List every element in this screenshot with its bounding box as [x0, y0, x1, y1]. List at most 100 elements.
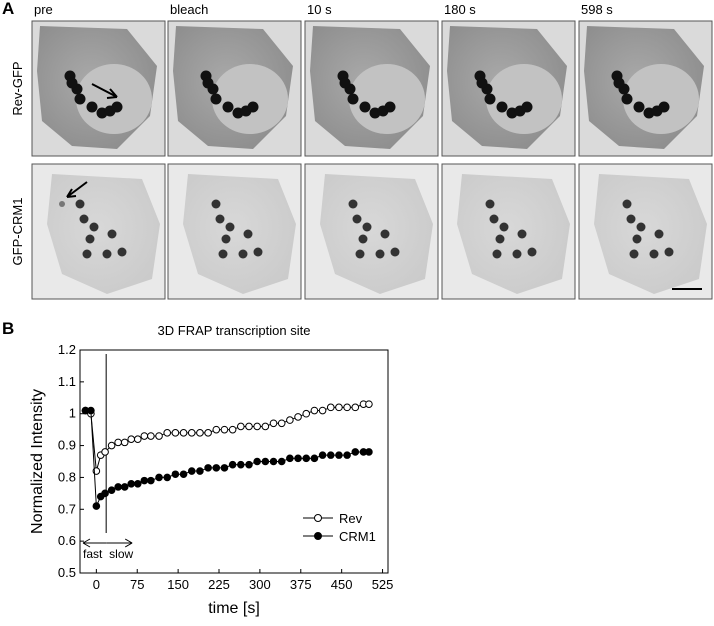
nucleus: [349, 64, 425, 134]
data-point: [147, 432, 155, 440]
spot: [59, 201, 65, 207]
data-point: [147, 476, 155, 485]
cell: [320, 174, 433, 294]
nucleus: [623, 64, 699, 134]
y-tick-label: 0.5: [58, 565, 76, 580]
row-label: Rev-GFP: [10, 61, 25, 115]
data-point: [228, 460, 237, 469]
data-point: [261, 457, 270, 466]
data-point: [318, 451, 327, 459]
data-point: [107, 441, 116, 450]
speckle: [384, 101, 396, 113]
speckle: [499, 222, 509, 232]
micrograph: [167, 163, 302, 300]
x-tick-label: 450: [331, 577, 353, 592]
speckle: [380, 229, 390, 239]
speckle: [111, 101, 123, 113]
speckle: [626, 214, 636, 224]
speckle: [527, 247, 537, 257]
x-tick-label: 300: [249, 577, 271, 592]
data-point: [277, 457, 286, 466]
data-point: [179, 470, 188, 479]
speckle: [521, 101, 533, 113]
data-point: [261, 422, 270, 431]
arrow: [66, 181, 88, 198]
x-tick-label: 0: [93, 577, 100, 592]
panel-label: B: [2, 319, 14, 338]
legend-label: Rev: [339, 511, 363, 526]
speckle: [79, 214, 89, 224]
speckle: [390, 247, 400, 257]
annotation: fast: [83, 547, 103, 561]
data-point: [155, 473, 163, 482]
cell: [594, 174, 707, 294]
y-tick-label: 0.6: [58, 533, 76, 548]
speckle: [339, 77, 351, 89]
data-point: [155, 432, 163, 440]
cell: [47, 174, 160, 294]
data-point: [351, 403, 360, 412]
data-point: [318, 406, 327, 415]
data-point: [179, 429, 188, 437]
data-point: [120, 483, 129, 491]
speckle: [74, 93, 86, 105]
column-label: 180 s: [444, 2, 476, 17]
y-tick-label: 1.2: [58, 342, 76, 357]
data-point: [163, 429, 172, 437]
speckle: [629, 249, 639, 259]
speckle: [210, 93, 222, 105]
row-label: GFP-CRM1: [10, 198, 25, 266]
column-label: pre: [34, 2, 53, 17]
speckle: [359, 101, 371, 113]
speckle: [512, 249, 522, 259]
data-point: [326, 403, 335, 412]
data-point: [269, 457, 278, 466]
data-point: [196, 429, 204, 437]
data-point: [187, 467, 196, 475]
micrograph: [31, 163, 166, 300]
data-point: [310, 406, 319, 415]
slow-arrow: [106, 538, 133, 548]
data-point: [212, 425, 221, 434]
data-point: [277, 419, 286, 428]
cell: [457, 174, 570, 294]
speckle: [253, 247, 263, 257]
speckle: [211, 199, 221, 209]
speckle: [86, 101, 98, 113]
y-tick-label: 1.1: [58, 374, 76, 389]
data-point: [171, 429, 180, 437]
data-point: [326, 451, 335, 459]
data-point: [286, 454, 294, 463]
data-point: [237, 460, 245, 469]
fast-arrow: [82, 538, 107, 548]
nucleus: [486, 64, 562, 134]
x-tick-label: 225: [208, 577, 230, 592]
speckle: [215, 214, 225, 224]
plot-frame: [79, 349, 389, 574]
speckle: [375, 249, 385, 259]
speckle: [202, 77, 214, 89]
data-point: [302, 454, 311, 463]
cell: [183, 174, 296, 294]
annotation: slow: [109, 547, 133, 561]
speckle: [496, 101, 508, 113]
data-point: [253, 457, 261, 466]
data-point: [253, 422, 261, 431]
speckle: [658, 101, 670, 113]
micrograph: [441, 20, 576, 157]
chart-title: 3D FRAP transcription site: [158, 323, 311, 338]
data-point: [269, 419, 278, 428]
data-point: [133, 435, 142, 444]
data-point: [237, 422, 245, 431]
column-label: 598 s: [581, 2, 613, 17]
y-tick-label: 0.8: [58, 469, 76, 484]
data-point: [245, 460, 253, 469]
y-axis-label: Normalized Intensity: [29, 389, 46, 534]
data-point: [127, 480, 136, 488]
data-point: [220, 464, 229, 472]
nucleus: [212, 64, 288, 134]
speckle: [649, 249, 659, 259]
speckle: [355, 249, 365, 259]
data-point: [140, 476, 149, 485]
